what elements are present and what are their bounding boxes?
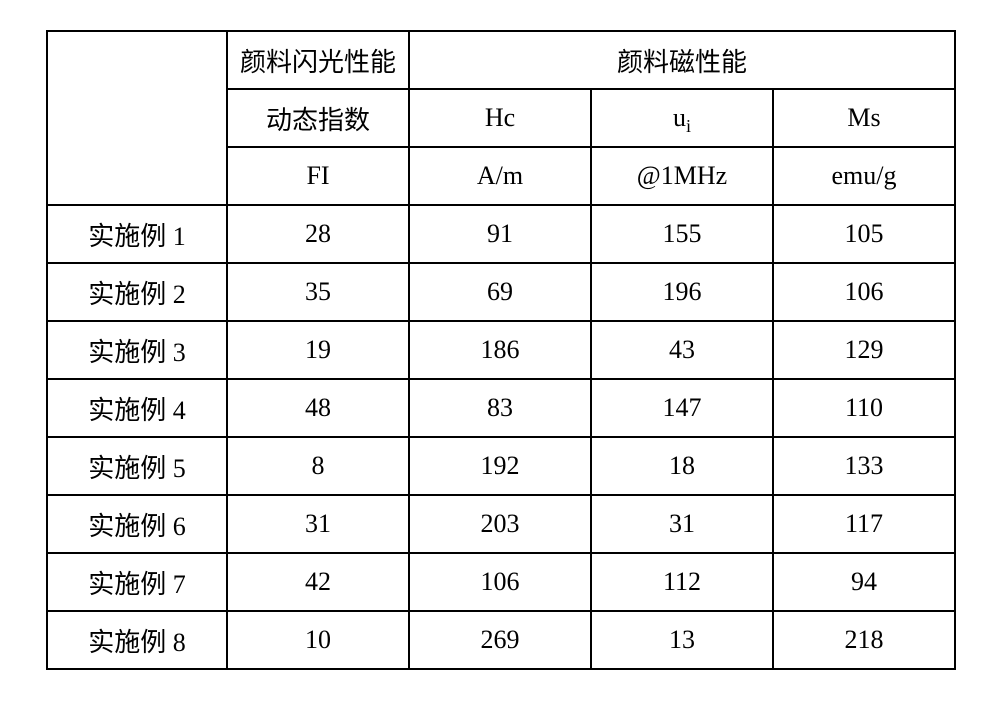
cell-value: 69: [409, 263, 591, 321]
cell-value: 28: [227, 205, 409, 263]
row-label: 实施例 6: [47, 495, 227, 553]
table-row: 实施例 7 42 106 112 94: [47, 553, 955, 611]
row-label: 实施例 1: [47, 205, 227, 263]
cell-value: 203: [409, 495, 591, 553]
header-unit-fi: FI: [227, 147, 409, 205]
row-label: 实施例 4: [47, 379, 227, 437]
cell-value: 147: [591, 379, 773, 437]
cell-value: 48: [227, 379, 409, 437]
table-body: 实施例 1 28 91 155 105 实施例 2 35 69 196 106 …: [47, 205, 955, 669]
cell-value: 106: [409, 553, 591, 611]
cell-value: 129: [773, 321, 955, 379]
cell-value: 133: [773, 437, 955, 495]
cell-value: 112: [591, 553, 773, 611]
header-sub-hc: Hc: [409, 89, 591, 147]
cell-value: 91: [409, 205, 591, 263]
row-label: 实施例 3: [47, 321, 227, 379]
cell-value: 8: [227, 437, 409, 495]
header-unit-emug: emu/g: [773, 147, 955, 205]
cell-value: 42: [227, 553, 409, 611]
cell-value: 43: [591, 321, 773, 379]
cell-value: 218: [773, 611, 955, 669]
cell-value: 13: [591, 611, 773, 669]
header-sub-ui-sub: i: [686, 116, 691, 136]
cell-value: 18: [591, 437, 773, 495]
header-sub-ui-base: u: [673, 103, 686, 132]
header-sub-ms: Ms: [773, 89, 955, 147]
header-blank-corner: [47, 31, 227, 205]
cell-value: 155: [591, 205, 773, 263]
table-row: 实施例 6 31 203 31 117: [47, 495, 955, 553]
table-row: 实施例 1 28 91 155 105: [47, 205, 955, 263]
table-header: 颜料闪光性能 颜料磁性能 动态指数 Hc ui Ms FI A/m @1MHz …: [47, 31, 955, 205]
table-row: 实施例 8 10 269 13 218: [47, 611, 955, 669]
cell-value: 105: [773, 205, 955, 263]
cell-value: 31: [227, 495, 409, 553]
cell-value: 186: [409, 321, 591, 379]
cell-value: 192: [409, 437, 591, 495]
header-unit-1mhz: @1MHz: [591, 147, 773, 205]
row-label: 实施例 7: [47, 553, 227, 611]
cell-value: 269: [409, 611, 591, 669]
header-unit-am: A/m: [409, 147, 591, 205]
table-row: 实施例 4 48 83 147 110: [47, 379, 955, 437]
header-group-magnetic: 颜料磁性能: [409, 31, 955, 89]
cell-value: 117: [773, 495, 955, 553]
header-row-groups: 颜料闪光性能 颜料磁性能: [47, 31, 955, 89]
header-sub-ui: ui: [591, 89, 773, 147]
table-row: 实施例 3 19 186 43 129: [47, 321, 955, 379]
row-label: 实施例 2: [47, 263, 227, 321]
cell-value: 110: [773, 379, 955, 437]
cell-value: 94: [773, 553, 955, 611]
cell-value: 31: [591, 495, 773, 553]
cell-value: 83: [409, 379, 591, 437]
table-row: 实施例 5 8 192 18 133: [47, 437, 955, 495]
cell-value: 196: [591, 263, 773, 321]
row-label: 实施例 8: [47, 611, 227, 669]
cell-value: 19: [227, 321, 409, 379]
properties-table: 颜料闪光性能 颜料磁性能 动态指数 Hc ui Ms FI A/m @1MHz …: [46, 30, 956, 670]
table-row: 实施例 2 35 69 196 106: [47, 263, 955, 321]
header-group-flash: 颜料闪光性能: [227, 31, 409, 89]
header-sub-dynamic: 动态指数: [227, 89, 409, 147]
cell-value: 10: [227, 611, 409, 669]
cell-value: 35: [227, 263, 409, 321]
cell-value: 106: [773, 263, 955, 321]
row-label: 实施例 5: [47, 437, 227, 495]
